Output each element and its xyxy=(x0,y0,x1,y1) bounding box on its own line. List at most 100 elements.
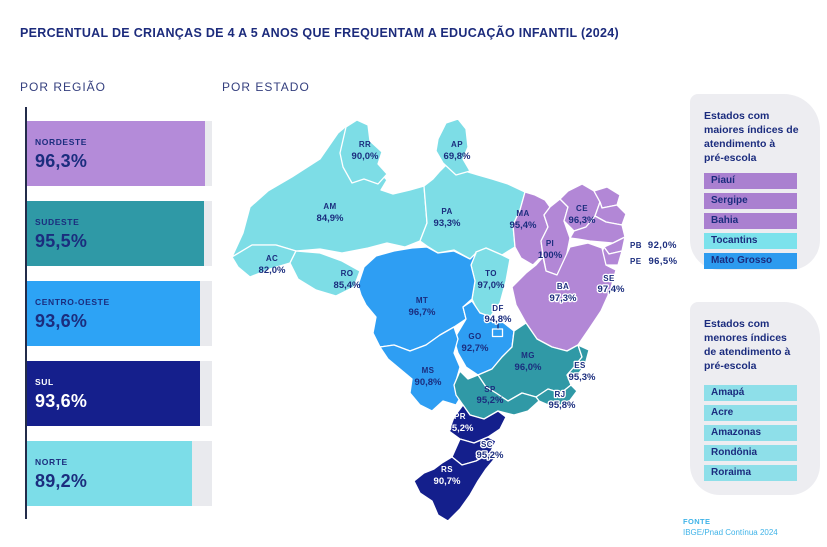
state-ro xyxy=(289,250,361,297)
map-value-se: 97,4% xyxy=(598,284,625,295)
map-label-am: AM xyxy=(323,202,336,211)
map-label-pb: PB 92,0% xyxy=(630,240,677,251)
bar-sul: SUL 93,6% xyxy=(27,361,212,426)
state-rr xyxy=(339,119,388,185)
chip-amazonas: Amazonas xyxy=(704,425,797,441)
chip-rondonia: Rondônia xyxy=(704,445,797,461)
panel-highest-states: Estados com maiores índices de atendimen… xyxy=(690,94,820,270)
map-value-pi: 100% xyxy=(538,250,563,261)
chip-sergipe: Sergipe xyxy=(704,193,797,209)
bar-label: SUL xyxy=(35,377,54,387)
bar-centro-oeste: CENTRO-OESTE 93,6% xyxy=(27,281,212,346)
map-value-pr: 95,2% xyxy=(447,423,474,434)
bar-label: SUDESTE xyxy=(35,217,80,227)
map-label-sc: SC xyxy=(481,440,493,449)
map-label-ma: MA xyxy=(516,209,529,218)
map-value-es: 95,3% xyxy=(569,372,596,383)
map-value-ro: 85,4% xyxy=(334,280,361,291)
brazil-map: RR 90,0% AP 69,8% AM 84,9% PA 93,3% AC 8… xyxy=(230,95,690,540)
source-note: FONTE IBGE/Pnad Contínua 2024 xyxy=(683,517,778,537)
bar-chart-axis xyxy=(25,107,27,519)
panel-lowest-title: Estados com menores índices de atendimen… xyxy=(704,318,791,372)
bar-nordeste: NORDESTE 96,3% xyxy=(27,121,212,186)
bar-value: 93,6% xyxy=(35,311,88,331)
bar-fill xyxy=(27,281,201,346)
section-label-por-estado: POR ESTADO xyxy=(222,80,310,94)
chip-roraima: Roraima xyxy=(704,465,797,481)
map-value-df: 94,8% xyxy=(485,314,512,325)
map-value-ce: 96,3% xyxy=(569,215,596,226)
map-label-df: DF xyxy=(492,304,503,313)
panel-lowest-states: Estados com menores índices de atendimen… xyxy=(690,302,820,495)
state-pa xyxy=(419,158,526,260)
map-value-go: 92,7% xyxy=(462,343,489,354)
map-label-ba: BA xyxy=(557,282,569,291)
map-label-pr: PR xyxy=(454,412,466,421)
bar-fill xyxy=(27,201,204,266)
map-value-sc: 95,2% xyxy=(477,450,504,461)
bar-fill xyxy=(27,441,193,506)
section-label-por-regiao: POR REGIÃO xyxy=(20,80,107,94)
map-label-ap: AP xyxy=(451,140,463,149)
bar-label: CENTRO-OESTE xyxy=(35,297,110,307)
bar-label: NORTE xyxy=(35,457,68,467)
state-ap xyxy=(435,118,471,176)
bar-label: NORDESTE xyxy=(35,137,88,147)
map-value-rj: 95,8% xyxy=(549,400,576,411)
map-value-rs: 90,7% xyxy=(434,476,461,487)
source-text: IBGE/Pnad Contínua 2024 xyxy=(683,528,778,537)
map-label-ro: RO xyxy=(341,269,354,278)
bar-norte: NORTE 89,2% xyxy=(27,441,212,506)
map-label-se: SE xyxy=(603,274,615,283)
chip-bahia: Bahia xyxy=(704,213,797,229)
map-value-am: 84,9% xyxy=(317,213,344,224)
state-am xyxy=(231,122,428,258)
state-mt xyxy=(357,246,477,352)
chip-amapa: Amapá xyxy=(704,385,797,401)
state-es xyxy=(566,344,590,378)
map-label-ce: CE xyxy=(576,204,588,213)
map-label-pi: PI xyxy=(546,239,554,248)
chip-mato-grosso: Mato Grosso xyxy=(704,253,797,269)
map-value-ap: 69,8% xyxy=(444,151,471,162)
map-label-to: TO xyxy=(485,269,497,278)
map-value-ms: 90,8% xyxy=(415,377,442,388)
state-rs xyxy=(413,452,497,522)
map-value-ba: 97,3% xyxy=(550,293,577,304)
map-value-pa: 93,3% xyxy=(434,218,461,229)
map-label-ms: MS xyxy=(422,366,435,375)
source-label: FONTE xyxy=(683,517,711,526)
page-title: PERCENTUAL DE CRIANÇAS DE 4 A 5 ANOS QUE… xyxy=(20,26,619,40)
map-value-to: 97,0% xyxy=(478,280,505,291)
map-label-mg: MG xyxy=(521,351,535,360)
map-label-rr: RR xyxy=(359,140,371,149)
map-label-mt: MT xyxy=(416,296,428,305)
map-label-pa: PA xyxy=(441,207,452,216)
map-label-es: ES xyxy=(574,361,586,370)
map-value-rr: 90,0% xyxy=(352,151,379,162)
map-value-mg: 96,0% xyxy=(515,362,542,373)
bar-value: 89,2% xyxy=(35,471,88,491)
map-label-sp: SP xyxy=(484,385,496,394)
bar-fill xyxy=(27,121,206,186)
bar-sudeste: SUDESTE 95,5% xyxy=(27,201,212,266)
bar-value: 95,5% xyxy=(35,231,88,251)
state-pr xyxy=(448,404,507,444)
map-label-ac: AC xyxy=(266,254,278,263)
bar-value: 96,3% xyxy=(35,151,88,171)
region-bar-chart: NORDESTE 96,3% SUDESTE 95,5% CENTRO-OEST… xyxy=(27,121,212,521)
map-value-mt: 96,7% xyxy=(409,307,436,318)
map-value-ma: 95,4% xyxy=(510,220,537,231)
state-df xyxy=(491,328,504,338)
map-label-go: GO xyxy=(468,332,481,341)
map-label-pe: PE 96,5% xyxy=(630,256,678,267)
map-label-rj: RJ xyxy=(554,390,565,399)
chip-tocantins: Tocantins xyxy=(704,233,797,249)
map-value-sp: 95,2% xyxy=(477,395,504,406)
chip-acre: Acre xyxy=(704,405,797,421)
bar-value: 93,6% xyxy=(35,391,88,411)
panel-highest-title: Estados com maiores índices de atendimen… xyxy=(704,110,799,164)
chip-piaui: Piauí xyxy=(704,173,797,189)
map-value-ac: 82,0% xyxy=(259,265,286,276)
